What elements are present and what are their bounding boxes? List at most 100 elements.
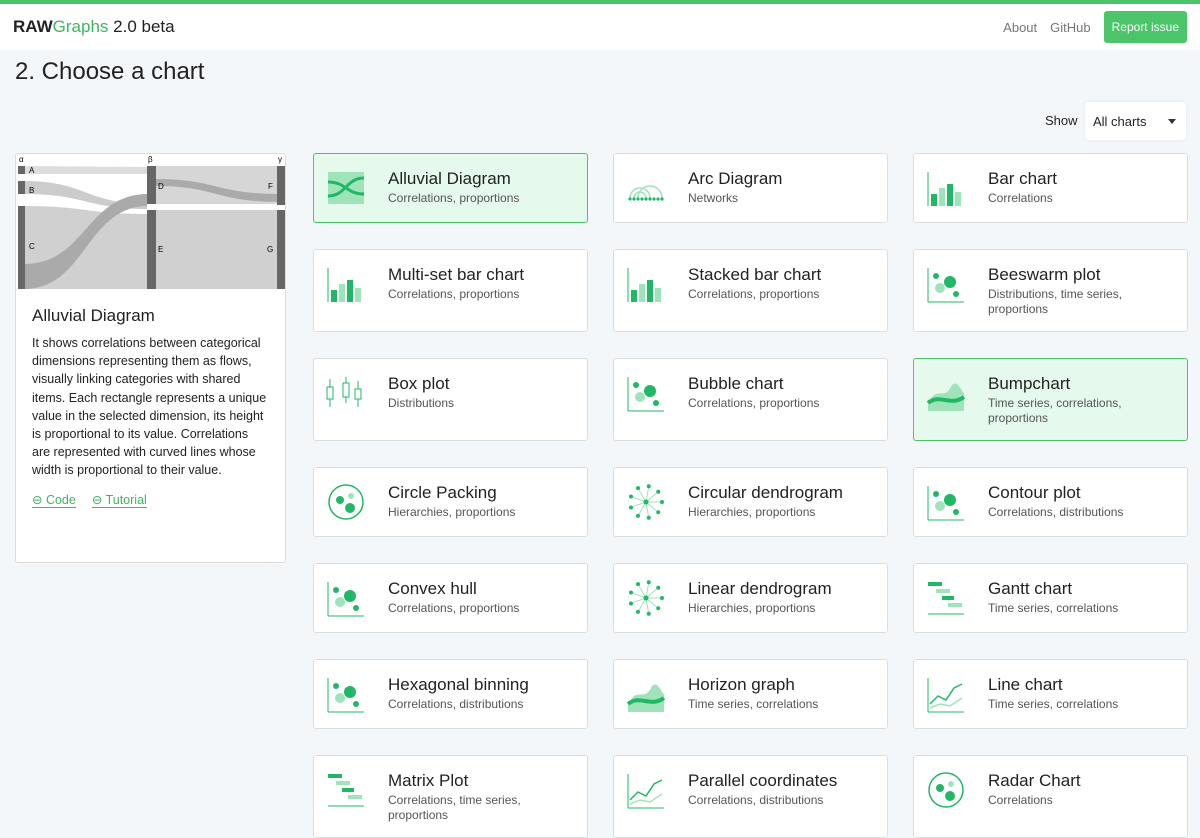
nav-about[interactable]: About — [1003, 19, 1038, 35]
chart-card-alluvial-diagram[interactable]: Alluvial Diagram Correlations, proportion… — [313, 153, 588, 223]
card-subtitle: Time series, correlations — [988, 697, 1119, 711]
chart-card-multi-set-bar-chart[interactable]: Multi-set bar chart Correlations, proport… — [313, 249, 588, 332]
gantt-chart-icon — [928, 582, 964, 615]
card-text: Line chart Time series, correlations — [988, 674, 1118, 712]
dots-chart-icon — [627, 377, 664, 412]
card-title: Radar Chart — [988, 771, 1081, 790]
chart-card-hexagonal-binning[interactable]: Hexagonal binning Correlations, distribut… — [313, 659, 588, 729]
card-title: Hexagonal binning — [388, 675, 529, 694]
card-text: Bubble chart Correlations, proportions — [688, 373, 819, 411]
card-subtitle: Distributions — [388, 396, 455, 410]
arc-chart-icon — [628, 185, 664, 201]
chart-card-line-chart[interactable]: Line chart Time series, correlations — [913, 659, 1188, 729]
card-subtitle: Correlations, proportions — [688, 287, 820, 301]
radial-chart-icon — [628, 484, 664, 520]
card-text: Beeswarm plot Distributions, time series,… — [988, 264, 1138, 317]
card-title: Circle Packing — [388, 483, 497, 502]
card-title: Bar chart — [988, 169, 1057, 188]
show-label: Show — [1045, 113, 1078, 128]
card-text: Hexagonal binning Correlations, distribut… — [388, 674, 529, 712]
chart-grid: Alluvial Diagram Correlations, proportion… — [313, 153, 1188, 838]
chart-card-horizon-graph[interactable]: Horizon graph Time series, correlations — [613, 659, 888, 729]
dots-chart-icon — [927, 268, 964, 303]
chart-card-parallel-coordinates[interactable]: Parallel coordinates Correlations, distri… — [613, 755, 888, 838]
card-title: Stacked bar chart — [688, 265, 822, 284]
card-subtitle: Correlations — [988, 793, 1053, 807]
chart-card-matrix-plot[interactable]: Matrix Plot Correlations, time series, pr… — [313, 755, 588, 838]
card-text: Box plot Distributions — [388, 373, 454, 411]
chart-card-linear-dendrogram[interactable]: Linear dendrogram Hierarchies, proportion… — [613, 563, 888, 633]
report-issue-button[interactable]: Report issue — [1103, 11, 1187, 43]
label-alpha: α — [19, 155, 24, 164]
card-text: Horizon graph Time series, correlations — [688, 674, 818, 712]
bar-chart-icon — [927, 172, 961, 206]
bar-chart-icon — [327, 268, 361, 302]
card-text: Bar chart Correlations — [988, 168, 1057, 206]
chart-card-circle-packing[interactable]: Circle Packing Hierarchies, proportions — [313, 467, 588, 537]
area-chart-icon — [626, 684, 666, 712]
card-title: Gantt chart — [988, 579, 1073, 598]
card-title: Convex hull — [388, 579, 477, 598]
card-title: Linear dendrogram — [688, 579, 832, 598]
chart-card-beeswarm-plot[interactable]: Beeswarm plot Distributions, time series,… — [913, 249, 1188, 332]
radial-chart-icon — [628, 580, 664, 616]
card-subtitle: Correlations, distributions — [988, 505, 1124, 519]
card-text: Circle Packing Hierarchies, proportions — [388, 482, 515, 520]
card-subtitle: Correlations, distributions — [388, 697, 524, 711]
card-subtitle: Time series, correlations — [688, 697, 819, 711]
card-title: Bumpchart — [988, 374, 1071, 393]
card-title: Parallel coordinates — [688, 771, 838, 790]
chart-filter-select[interactable]: All charts — [1085, 102, 1186, 140]
label-f: F — [268, 182, 273, 191]
card-subtitle: Networks — [688, 191, 739, 205]
box-chart-icon — [326, 377, 362, 407]
brand-graphs: Graphs — [52, 17, 109, 36]
chart-card-bar-chart[interactable]: Bar chart Correlations — [913, 153, 1188, 223]
chart-card-radar-chart[interactable]: Radar Chart Correlations — [913, 755, 1188, 838]
brand-logo[interactable]: RAWGraphs 2.0 beta — [13, 17, 175, 37]
navbar: RAWGraphs 2.0 beta About GitHub Report i… — [0, 4, 1200, 50]
card-subtitle: Hierarchies, proportions — [688, 601, 816, 615]
card-text: Alluvial Diagram Correlations, proportion… — [388, 168, 519, 206]
dots-chart-icon — [327, 582, 364, 617]
filter-value: All charts — [1093, 114, 1147, 129]
card-subtitle: Distributions, time series, proportions — [988, 287, 1123, 316]
chart-card-stacked-bar-chart[interactable]: Stacked bar chart Correlations, proportio… — [613, 249, 888, 332]
chart-card-gantt-chart[interactable]: Gantt chart Time series, correlations — [913, 563, 1188, 633]
chart-card-convex-hull[interactable]: Convex hull Correlations, proportions — [313, 563, 588, 633]
card-text: Radar Chart Correlations — [988, 770, 1081, 808]
card-title: Alluvial Diagram — [388, 169, 511, 188]
chart-card-bumpchart[interactable]: Bumpchart Time series, correlations, prop… — [913, 358, 1188, 441]
chart-preview-panel: α β γ A B C D E F G Alluvial Diagram It … — [15, 153, 286, 563]
card-text: Bumpchart Time series, correlations, prop… — [988, 373, 1138, 426]
nav-github[interactable]: GitHub — [1050, 19, 1091, 35]
card-subtitle: Hierarchies, proportions — [688, 505, 816, 519]
page-title: 2. Choose a chart — [15, 58, 205, 85]
label-gamma: γ — [278, 155, 282, 164]
card-title: Circular dendrogram — [688, 483, 843, 502]
card-title: Contour plot — [988, 483, 1081, 502]
card-subtitle: Correlations, time series, proportions — [388, 793, 521, 822]
code-link[interactable]: ⊖ Code — [32, 492, 76, 508]
label-g: G — [267, 245, 273, 254]
label-c: C — [29, 242, 35, 251]
card-title: Horizon graph — [688, 675, 795, 694]
card-text: Parallel coordinates Correlations, distri… — [688, 770, 837, 808]
chart-card-box-plot[interactable]: Box plot Distributions — [313, 358, 588, 441]
line-chart-icon — [627, 774, 664, 809]
card-title: Bubble chart — [688, 374, 784, 393]
card-title: Line chart — [988, 675, 1063, 694]
chart-card-circular-dendrogram[interactable]: Circular dendrogram Hierarchies, proporti… — [613, 467, 888, 537]
card-title: Arc Diagram — [688, 169, 783, 188]
dots-chart-icon — [927, 486, 964, 521]
card-subtitle: Correlations, proportions — [388, 287, 520, 301]
brand-version: 2.0 beta — [108, 17, 175, 36]
chart-card-bubble-chart[interactable]: Bubble chart Correlations, proportions — [613, 358, 888, 441]
card-title: Box plot — [388, 374, 450, 393]
chart-card-arc-diagram[interactable]: Arc Diagram Networks — [613, 153, 888, 223]
label-e: E — [158, 245, 163, 254]
label-d: D — [158, 182, 164, 191]
tutorial-link[interactable]: ⊖ Tutorial — [91, 492, 147, 508]
chart-card-contour-plot[interactable]: Contour plot Correlations, distributions — [913, 467, 1188, 537]
area-chart-icon — [926, 383, 966, 411]
